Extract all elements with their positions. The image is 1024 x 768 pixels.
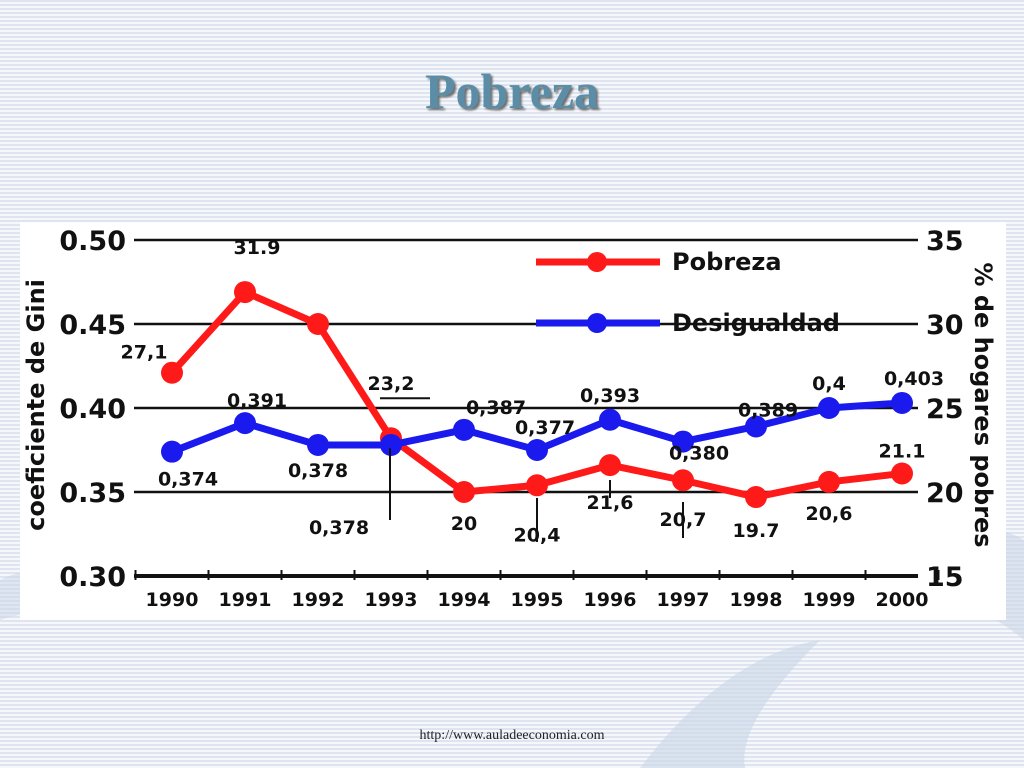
x-tick-label: 1993 bbox=[365, 589, 418, 611]
data-point bbox=[818, 397, 840, 419]
y-right-label: % de hogares pobres bbox=[969, 262, 997, 547]
y-right-tick: 20 bbox=[926, 478, 964, 509]
y-left-tick: 0.30 bbox=[59, 562, 126, 593]
data-point bbox=[745, 486, 767, 509]
desigualdad-data-label: 0,389 bbox=[738, 399, 798, 421]
desigualdad-data-label: 0,403 bbox=[884, 368, 944, 390]
x-tick-label: 1994 bbox=[438, 589, 491, 611]
pobreza-data-label: 31.9 bbox=[234, 237, 281, 259]
y-left-tick: 0.35 bbox=[59, 478, 126, 509]
data-point bbox=[672, 469, 694, 492]
slide-title: Pobreza bbox=[424, 63, 600, 119]
data-point bbox=[234, 281, 256, 304]
x-tick-label: 1999 bbox=[803, 589, 856, 611]
legend-label: Desigualdad bbox=[672, 309, 840, 337]
source-link[interactable]: http://www.auladeeconomia.com bbox=[419, 728, 605, 743]
y-right-tick: 15 bbox=[926, 562, 964, 593]
pobreza-data-label: 21.1 bbox=[879, 441, 926, 463]
pobreza-data-label: 27,1 bbox=[121, 342, 168, 364]
legend-swatch-marker bbox=[587, 313, 607, 333]
desigualdad-data-label: 0,374 bbox=[158, 469, 218, 491]
y-left-tick: 0.40 bbox=[59, 394, 126, 425]
desigualdad-data-label: 0,380 bbox=[669, 443, 729, 465]
x-tick-label: 1998 bbox=[730, 589, 783, 611]
data-point bbox=[891, 462, 913, 485]
y-left-tick: 0.45 bbox=[59, 310, 126, 341]
x-tick-label: 1997 bbox=[657, 589, 710, 611]
data-point bbox=[526, 474, 548, 497]
legend-label: Pobreza bbox=[672, 248, 782, 276]
pobreza-data-label: 20,6 bbox=[806, 503, 853, 525]
data-point bbox=[453, 481, 475, 503]
desigualdad-data-label: 0,391 bbox=[227, 390, 287, 412]
axes: 0.30 0.35 0.40 0.45 0.50 15 20 25 30 35 1990 1991 19… bbox=[59, 226, 963, 611]
data-point bbox=[234, 412, 256, 435]
pobreza-data-label: 23,2 bbox=[368, 373, 415, 395]
desigualdad-data-label: 0,4 bbox=[812, 373, 846, 395]
y-left-tick: 0.50 bbox=[59, 226, 126, 257]
data-point bbox=[599, 454, 621, 477]
data-point bbox=[599, 408, 621, 431]
desigualdad-data-label: 0,377 bbox=[515, 417, 575, 439]
pobreza-data-label: 19.7 bbox=[733, 520, 780, 542]
data-point bbox=[526, 439, 548, 461]
legend-swatch-marker bbox=[587, 252, 607, 272]
data-point bbox=[818, 470, 840, 493]
desigualdad-data-label: 0,378 bbox=[309, 517, 369, 539]
series-layer bbox=[161, 281, 913, 509]
y-left-label: coeficiente de Gini bbox=[22, 279, 50, 531]
pobreza-data-label: 20 bbox=[451, 513, 477, 535]
x-tick-label: 1995 bbox=[511, 589, 564, 611]
data-point bbox=[745, 415, 767, 438]
pobreza-data-label: 21,6 bbox=[587, 492, 634, 514]
data-point bbox=[161, 440, 183, 463]
y-right-tick: 30 bbox=[926, 310, 964, 341]
data-point bbox=[307, 313, 329, 335]
y-right-tick: 35 bbox=[926, 226, 964, 257]
data-point bbox=[380, 433, 402, 456]
desigualdad-data-label: 0,393 bbox=[580, 385, 640, 407]
legend: Pobreza Desigualdad bbox=[536, 248, 840, 337]
data-point bbox=[672, 430, 694, 453]
x-tick-label: 1996 bbox=[584, 589, 637, 611]
data-point bbox=[891, 391, 913, 414]
data-point bbox=[307, 433, 329, 456]
x-tick-label: 1990 bbox=[146, 589, 199, 611]
gridlines bbox=[134, 238, 918, 494]
x-tick-label: 2000 bbox=[876, 589, 929, 611]
data-point bbox=[161, 361, 183, 384]
x-tick-label: 1992 bbox=[292, 589, 345, 611]
y-right-tick: 25 bbox=[926, 394, 964, 425]
chart-container: 0.30 0.35 0.40 0.45 0.50 15 20 25 30 35 1990 1991 19… bbox=[20, 222, 1006, 620]
desigualdad-data-label: 0,387 bbox=[466, 397, 526, 419]
x-tick-label: 1991 bbox=[219, 589, 272, 611]
chart-svg: 0.30 0.35 0.40 0.45 0.50 15 20 25 30 35 1990 1991 19… bbox=[22, 226, 997, 611]
desigualdad-data-label: 0,378 bbox=[288, 460, 348, 482]
data-point bbox=[453, 418, 475, 441]
